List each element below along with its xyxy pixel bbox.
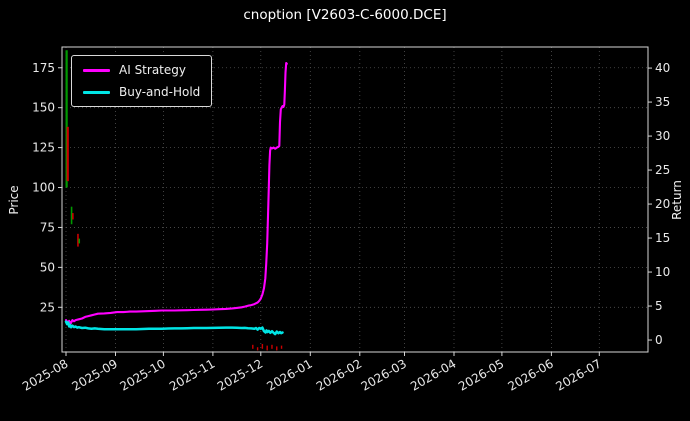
x-tick-label: 2026-01 — [264, 356, 314, 393]
y-tick-label-price: 25 — [40, 300, 55, 314]
series-line-buy-and-hold — [64, 320, 284, 336]
x-tick-label: 2025-10 — [117, 356, 167, 393]
legend-item-ai-strategy: AI Strategy — [83, 63, 200, 77]
y-tick-label-return: 35 — [655, 95, 670, 109]
y-tick-label-return: 25 — [655, 163, 670, 177]
x-tick-label: 2025-11 — [167, 356, 217, 393]
x-tick-label: 2025-12 — [215, 356, 265, 393]
x-tick-label: 2026-04 — [408, 356, 458, 393]
legend-item-buy-and-hold: Buy-and-Hold — [83, 85, 200, 99]
y-tick-label-return: 0 — [655, 333, 663, 347]
x-tick-label: 2025-08 — [20, 356, 70, 393]
y-tick-label-return: 10 — [655, 265, 670, 279]
x-tick-label: 2026-05 — [456, 356, 506, 393]
legend-label-ai-strategy: AI Strategy — [119, 63, 186, 77]
legend: AI Strategy Buy-and-Hold — [71, 55, 213, 107]
y-tick-label-return: 5 — [655, 299, 663, 313]
y-tick-label-return: 15 — [655, 231, 670, 245]
x-tick-label: 2026-06 — [505, 356, 555, 393]
x-tick-label: 2025-09 — [70, 356, 120, 393]
y-tick-label-price: 175 — [32, 61, 55, 75]
y-tick-label-price: 50 — [40, 260, 55, 274]
y-tick-label-price: 100 — [32, 181, 55, 195]
y-tick-label-price: 125 — [32, 141, 55, 155]
chart-title: cnoption [V2603-C-6000.DCE] — [243, 7, 447, 23]
legend-swatch-ai-strategy — [83, 68, 110, 72]
y-tick-label-return: 40 — [655, 61, 670, 75]
y-axis-label-return: Return — [670, 180, 684, 220]
legend-label-buy-and-hold: Buy-and-Hold — [119, 85, 201, 99]
y-axis-label-price: Price — [7, 185, 21, 215]
series-line-ai-strategy — [64, 61, 288, 325]
x-tick-label: 2026-03 — [359, 356, 409, 393]
y-tick-label-price: 150 — [32, 101, 55, 115]
y-tick-label-return: 30 — [655, 129, 670, 143]
legend-swatch-buy-and-hold — [83, 90, 110, 94]
y-tick-label-return: 20 — [655, 197, 670, 211]
plot-border — [61, 46, 649, 353]
x-tick-label: 2026-07 — [553, 356, 603, 393]
y-tick-label-price: 75 — [40, 220, 55, 234]
x-tick-label: 2026-02 — [314, 356, 364, 393]
